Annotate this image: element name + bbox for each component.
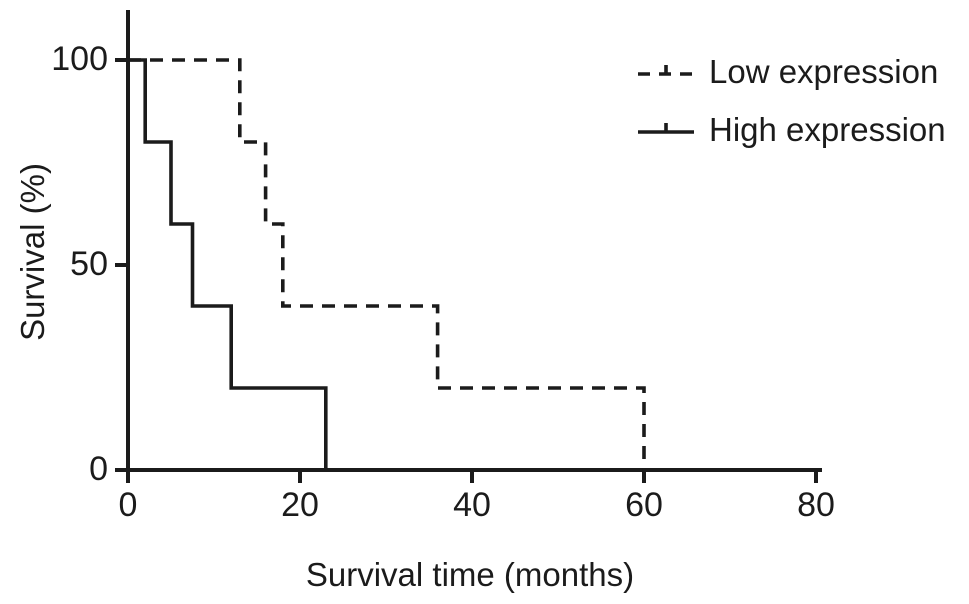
series-low-expression [128,58,646,470]
solid-line-marker [638,123,694,134]
axis-ticks [115,58,818,483]
legend-label: High expression [709,111,946,148]
y-tick-label: 0 [89,450,108,488]
legend-item: High expression [636,108,946,152]
legend-item: Low expression [636,50,946,94]
x-axis-title: Survival time (months) [305,556,635,593]
series-high-expression [128,58,328,470]
dashed-line-marker [638,65,694,76]
legend-label: Low expression [709,53,939,90]
y-tick-label: 100 [51,40,108,78]
x-tick-label: 20 [281,486,319,524]
x-tick-label: 80 [797,486,835,524]
legend: Low expression High expression [636,50,946,152]
x-tick-label: 0 [118,486,138,524]
y-tick-label: 50 [70,245,108,283]
x-tick-label: 60 [625,486,663,524]
x-tick-label: 40 [453,486,491,524]
